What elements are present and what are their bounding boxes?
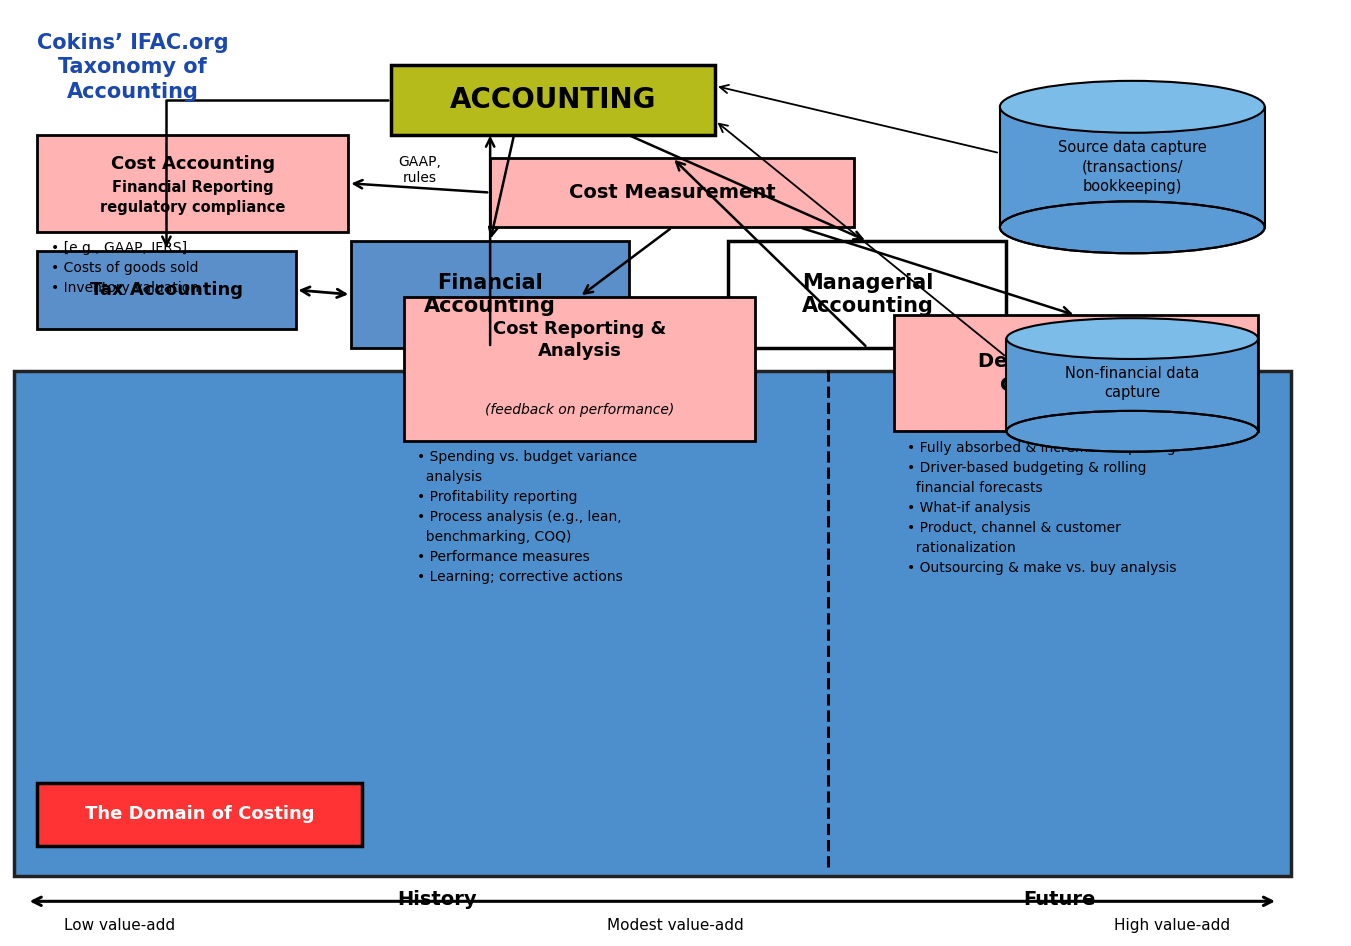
Text: (feedback on performance): (feedback on performance): [485, 403, 674, 417]
Text: Cost Measurement: Cost Measurement: [569, 184, 775, 202]
Bar: [894, 315, 1258, 431]
Text: ACCOUNTING: ACCOUNTING: [450, 86, 657, 114]
Text: Cost Reporting &
Analysis: Cost Reporting & Analysis: [493, 320, 666, 360]
Bar: [38, 251, 296, 329]
Ellipse shape: [1006, 318, 1258, 359]
Text: Low value-add: Low value-add: [63, 918, 176, 933]
Text: Managerial
Accounting: Managerial Accounting: [801, 273, 934, 316]
Ellipse shape: [1000, 201, 1265, 254]
Bar: [1006, 339, 1258, 431]
Text: Financial
Accounting: Financial Accounting: [424, 273, 557, 316]
Text: History: History: [397, 890, 477, 909]
Text: The Domain of Costing: The Domain of Costing: [85, 805, 315, 823]
Text: • Fully absorbed & incremental pricing
• Driver-based budgeting & rolling
  fina: • Fully absorbed & incremental pricing •…: [908, 441, 1177, 575]
Ellipse shape: [1000, 80, 1265, 132]
Text: Modest value-add: Modest value-add: [607, 918, 744, 933]
Bar: [1000, 107, 1265, 227]
Bar: [38, 134, 349, 232]
Text: High value-add: High value-add: [1115, 918, 1229, 933]
Bar: [404, 297, 755, 441]
Bar: [38, 782, 362, 846]
Text: Source data capture
(transactions/
bookkeeping): Source data capture (transactions/ bookk…: [1058, 140, 1206, 194]
Text: Cokins’ IFAC.org
Taxonomy of
Accounting: Cokins’ IFAC.org Taxonomy of Accounting: [36, 33, 228, 102]
Text: • [e.g., GAAP, IFRS]
• Costs of goods sold
• Inventory valuation: • [e.g., GAAP, IFRS] • Costs of goods so…: [50, 241, 199, 295]
Text: Future: Future: [1023, 890, 1096, 909]
Bar: [351, 241, 630, 348]
Text: GAAP,
rules: GAAP, rules: [399, 155, 440, 185]
Bar: [490, 158, 854, 227]
Ellipse shape: [1006, 411, 1258, 451]
Text: Financial Reporting
regulatory compliance: Financial Reporting regulatory complianc…: [100, 180, 285, 215]
Text: • Spending vs. budget variance
  analysis
• Profitability reporting
• Process an: • Spending vs. budget variance analysis …: [417, 450, 638, 584]
Text: Tax Accounting: Tax Accounting: [91, 281, 243, 299]
Text: Cost Accounting: Cost Accounting: [111, 155, 276, 173]
Text: Decision Support/
Cost Planning: Decision Support/ Cost Planning: [978, 352, 1174, 394]
Bar: [728, 241, 1006, 348]
Bar: [14, 371, 1292, 876]
Bar: [390, 65, 715, 134]
Text: Non-financial data
capture: Non-financial data capture: [1065, 366, 1200, 400]
